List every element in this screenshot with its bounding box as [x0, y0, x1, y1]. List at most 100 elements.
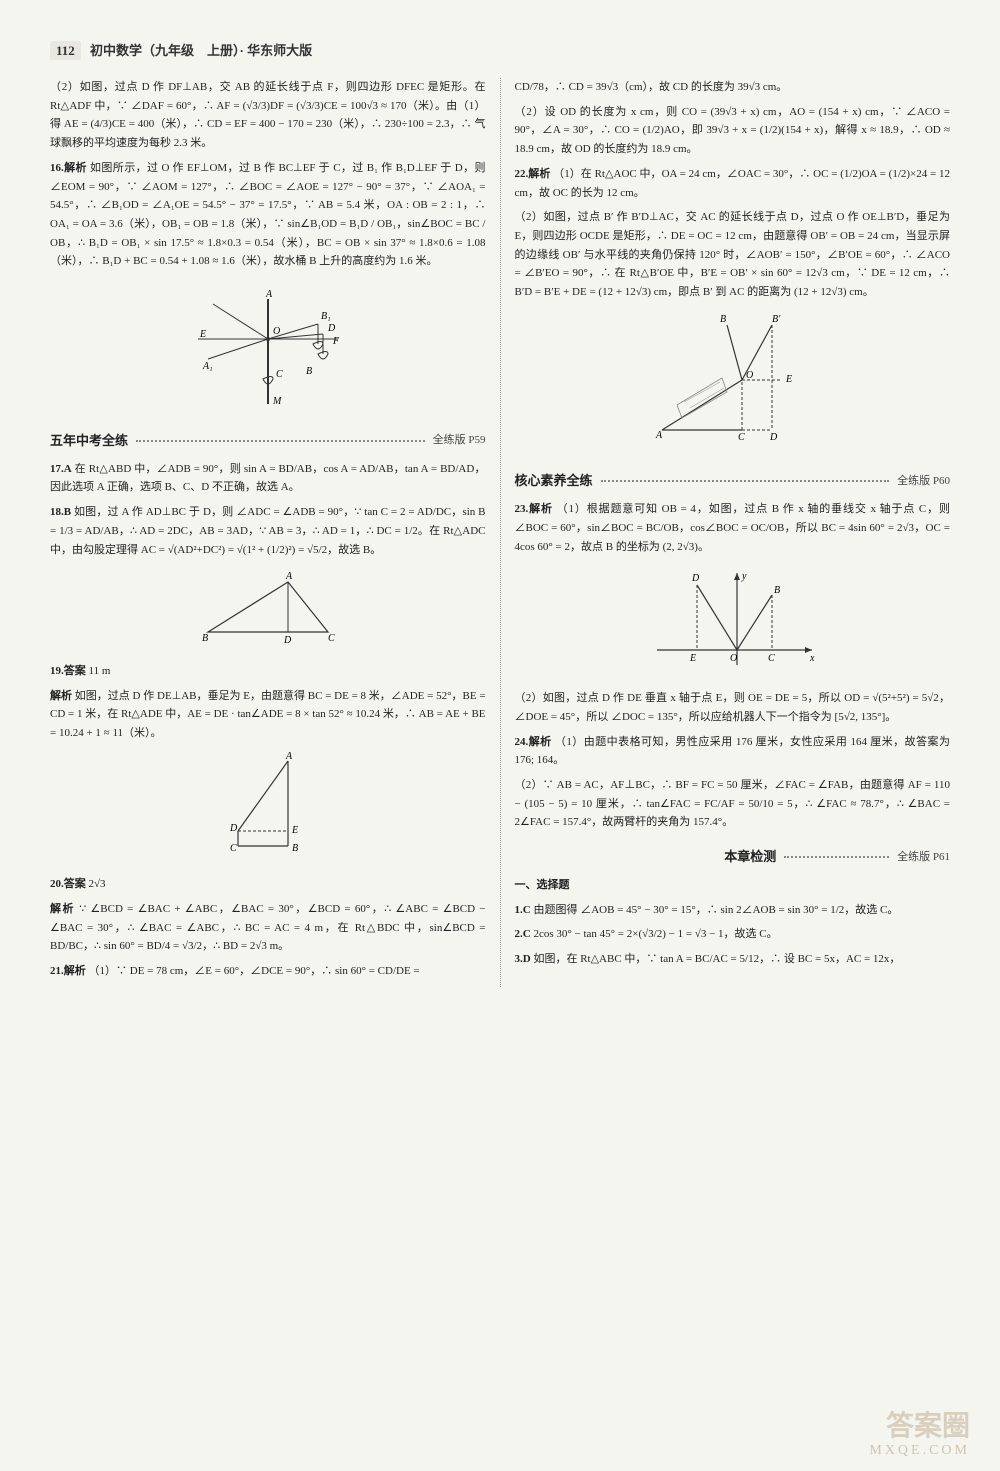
section-zhongkao: 五年中考全练 全练版 P59 [50, 430, 486, 452]
two-column-layout: （2）如图，过点 D 作 DF⊥AB，交 AB 的延长线于点 F，则四边形 DF… [50, 78, 950, 987]
svg-text:C: C [768, 653, 775, 664]
section-zhongkao-title: 五年中考全练 [50, 430, 128, 452]
svg-text:D: D [327, 323, 336, 334]
q2-label: 2.C [515, 928, 531, 940]
item-22: 22.解析 （1）在 Rt△AOC 中，OA = 24 cm，∠OAC = 30… [515, 165, 951, 202]
item-20-ans: 2√3 [89, 878, 106, 890]
svg-text:D: D [691, 573, 700, 584]
svg-text:E: E [689, 653, 696, 664]
q2-text: 2cos 30° − tan 45° = 2×(√3/2) − 1 = √3 −… [533, 928, 777, 940]
item-19: 19.答案 11 m [50, 662, 486, 681]
item-18-text: 如图，过 A 作 AD⊥BC 于 D，则 ∠ADC = ∠ADB = 90°，∵… [50, 506, 486, 555]
left-column: （2）如图，过点 D 作 DF⊥AB，交 AB 的延长线于点 F，则四边形 DF… [50, 78, 501, 987]
svg-text:B: B [774, 585, 780, 596]
section-benjie-sub: 一、选择题 [515, 876, 951, 895]
figure-23: D B y x E O C [515, 565, 951, 682]
item-21-cont: CD/78，∴ CD = 39√3（cm），故 CD 的长度为 39√3 cm。 [515, 78, 951, 97]
item-20-label: 20.答案 [50, 878, 86, 890]
dots-divider [601, 480, 890, 482]
svg-text:C: C [738, 432, 745, 443]
page-number: 112 [50, 41, 81, 60]
svg-text:A: A [655, 430, 663, 441]
item-24-2: （2）∵ AB = AC，AF⊥BC，∴ BF = FC = 50 厘米，∠FA… [515, 776, 951, 832]
q1-text: 由题图得 ∠AOB = 45° − 30° = 15°，∴ sin 2∠AOB … [533, 904, 898, 916]
svg-text:O: O [746, 370, 753, 381]
svg-text:D: D [283, 635, 292, 646]
page-header: 112 初中数学（九年级 上册）· 华东师大版 [50, 40, 950, 62]
right-column: CD/78，∴ CD = 39√3（cm），故 CD 的长度为 39√3 cm。… [501, 78, 951, 987]
svg-text:O: O [273, 326, 280, 337]
section-suyang: 核心素养全练 全练版 P60 [515, 470, 951, 492]
q2: 2.C 2cos 30° − tan 45° = 2×(√3/2) − 1 = … [515, 925, 951, 944]
item-20-jx-text: ∵ ∠BCD = ∠BAC + ∠ABC，∠BAC = 30°，∠BCD = 6… [50, 903, 486, 952]
item-20-jx: 解析 ∵ ∠BCD = ∠BAC + ∠ABC，∠BAC = 30°，∠BCD … [50, 900, 486, 956]
item-16-label: 16.解析 [50, 162, 87, 174]
section-zhongkao-ref: 全练版 P59 [433, 431, 486, 450]
q3-label: 3.D [515, 953, 531, 965]
item-16-text: 如图所示，过 O 作 EF⊥OM，过 B 作 BC⊥EF 于 C，过 B₁ 作 … [50, 162, 486, 267]
item-22-label: 22.解析 [515, 168, 551, 180]
item-17-text: 在 Rt△ABD 中，∠ADB = 90°，则 sin A = BD/AB，co… [50, 463, 486, 494]
item-20-jx-label: 解析 [50, 903, 75, 915]
svg-text:A: A [265, 289, 273, 300]
svg-text:O: O [730, 653, 737, 664]
item-24: 24.解析 （1）由题中表格可知，男性应采用 176 厘米，女性应采用 164 … [515, 733, 951, 770]
figure-22: A C D O B B′ E [515, 310, 951, 457]
q1: 1.C 由题图得 ∠AOB = 45° − 30° = 15°，∴ sin 2∠… [515, 901, 951, 920]
svg-text:E: E [291, 825, 298, 836]
item-19-ans: 11 m [89, 665, 111, 677]
svg-text:A₁: A₁ [202, 361, 213, 372]
svg-text:F: F [332, 336, 340, 347]
item-17: 17.A 在 Rt△ABD 中，∠ADB = 90°，则 sin A = BD/… [50, 460, 486, 497]
section-benjie: 本章检测 全练版 P61 [515, 846, 951, 868]
q1-label: 1.C [515, 904, 531, 916]
header-title: 初中数学（九年级 上册）· 华东师大版 [90, 43, 312, 58]
figure-18: A B D C [50, 567, 486, 654]
svg-text:y: y [741, 571, 747, 582]
item-24-1: （1）由题中表格可知，男性应采用 176 厘米，女性应采用 164 厘米，故答案… [515, 736, 951, 767]
item-23: 23.解析 （1）根据题意可知 OB = 4，如图，过点 B 作 x 轴的垂线交… [515, 500, 951, 556]
item-19-jx: 解析 如图，过点 D 作 DE⊥AB，垂足为 E，由题意得 BC = DE = … [50, 687, 486, 743]
svg-text:C: C [328, 633, 335, 644]
item-21-text: （1）∵ DE = 78 cm，∠E = 60°，∠DCE = 90°，∴ si… [89, 965, 420, 977]
section-suyang-title: 核心素养全练 [515, 470, 593, 492]
item-22-2: （2）如图，过点 B′ 作 B′D⊥AC，交 AC 的延长线于点 D，过点 O … [515, 208, 951, 301]
item-20: 20.答案 2√3 [50, 875, 486, 894]
svg-text:B: B [306, 366, 312, 377]
svg-text:C: C [276, 369, 283, 380]
item-22-1: （1）在 Rt△AOC 中，OA = 24 cm，∠OAC = 30°，∴ OC… [515, 168, 951, 199]
svg-text:C: C [230, 843, 237, 854]
item-19-label: 19.答案 [50, 665, 86, 677]
figure-19: A D E C B [50, 751, 486, 868]
item-23-2: （2）如图，过点 D 作 DE 垂直 x 轴于点 E，则 OE = DE = 5… [515, 689, 951, 726]
section-suyang-ref: 全练版 P60 [897, 472, 950, 491]
q3-text: 如图，在 Rt△ABC 中，∵ tan A = BC/AC = 5/12，∴ 设… [533, 953, 900, 965]
item-21-2: （2）设 OD 的长度为 x cm，则 CO = (39√3 + x) cm，A… [515, 103, 951, 159]
section-benjie-ref: 全练版 P61 [897, 848, 950, 867]
item-18: 18.B 如图，过 A 作 AD⊥BC 于 D，则 ∠ADC = ∠ADB = … [50, 503, 486, 559]
watermark-url: MXQE.COM [869, 1439, 970, 1463]
svg-text:B: B [202, 633, 208, 644]
dots-divider [784, 856, 889, 858]
svg-text:B: B [720, 314, 726, 325]
watermark-icon: 答案圈 [886, 1403, 970, 1451]
section-benjie-title: 本章检测 [724, 846, 776, 868]
svg-text:D: D [229, 823, 238, 834]
svg-text:A: A [285, 571, 293, 582]
svg-text:M: M [272, 396, 282, 407]
svg-text:x: x [809, 653, 815, 664]
dots-divider [136, 440, 425, 442]
item-16: 16.解析 如图所示，过 O 作 EF⊥OM，过 B 作 BC⊥EF 于 C，过… [50, 159, 486, 271]
item-23-label: 23.解析 [515, 503, 553, 515]
item-23-1: （1）根据题意可知 OB = 4，如图，过点 B 作 x 轴的垂线交 x 轴于点… [515, 503, 951, 552]
svg-text:E: E [785, 374, 792, 385]
item-15-2: （2）如图，过点 D 作 DF⊥AB，交 AB 的延长线于点 F，则四边形 DF… [50, 78, 486, 153]
item-19-jx-text: 如图，过点 D 作 DE⊥AB，垂足为 E，由题意得 BC = DE = 8 米… [50, 690, 486, 739]
svg-text:B₁: B₁ [321, 311, 331, 322]
svg-text:D: D [769, 432, 778, 443]
figure-16: A E A₁ O B₁ D F C M B [50, 279, 486, 416]
item-19-jx-label: 解析 [50, 690, 72, 702]
item-21: 21.解析 （1）∵ DE = 78 cm，∠E = 60°，∠DCE = 90… [50, 962, 486, 981]
svg-text:B: B [292, 843, 298, 854]
svg-text:B′: B′ [772, 314, 781, 325]
